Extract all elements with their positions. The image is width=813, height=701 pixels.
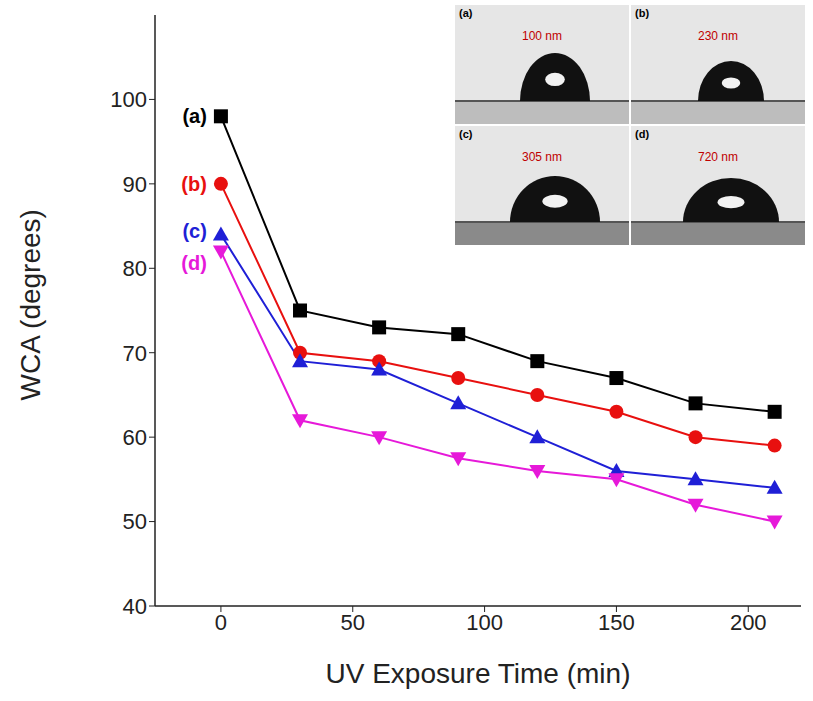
svg-text:(d): (d) — [181, 252, 207, 274]
svg-text:70: 70 — [123, 341, 147, 366]
html-text:720 nm: 720 nm — [698, 150, 738, 164]
svg-text:(a): (a) — [182, 105, 206, 127]
html-text:(b): (b) — [635, 7, 649, 19]
svg-text:100: 100 — [466, 610, 503, 635]
svg-text:WCA (degrees): WCA (degrees) — [15, 209, 46, 400]
svg-text:150: 150 — [598, 610, 635, 635]
html-text:(d): (d) — [635, 128, 649, 140]
html-text:(c): (c) — [459, 128, 473, 140]
svg-text:90: 90 — [123, 172, 147, 197]
svg-text:50: 50 — [341, 610, 365, 635]
html-text:100 nm: 100 nm — [522, 29, 562, 43]
html-text:305 nm: 305 nm — [522, 150, 562, 164]
svg-text:0: 0 — [215, 610, 227, 635]
svg-text:80: 80 — [123, 256, 147, 281]
svg-text:50: 50 — [123, 509, 147, 534]
svg-text:(b): (b) — [181, 173, 207, 195]
svg-text:(c): (c) — [182, 220, 206, 242]
svg-text:100: 100 — [110, 87, 147, 112]
svg-text:40: 40 — [123, 594, 147, 619]
svg-text:60: 60 — [123, 425, 147, 450]
html-text:230 nm: 230 nm — [698, 29, 738, 43]
svg-text:200: 200 — [730, 610, 767, 635]
svg-text:UV Exposure Time (min): UV Exposure Time (min) — [326, 658, 631, 689]
html-text:(a): (a) — [459, 7, 473, 19]
